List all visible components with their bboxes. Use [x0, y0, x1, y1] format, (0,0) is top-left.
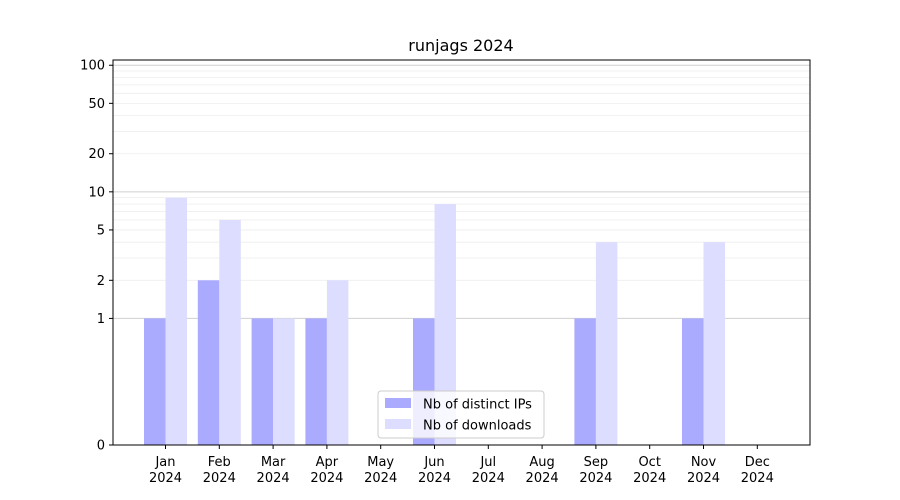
bar-distinct-ips [251, 318, 274, 445]
x-tick-label-year: 2024 [633, 471, 666, 486]
x-tick-label-year: 2024 [310, 471, 343, 486]
x-tick-label-month: Jul [479, 455, 496, 470]
legend-label-distinct-ips: Nb of distinct IPs [423, 398, 532, 413]
y-tick-label: 5 [97, 223, 105, 238]
bar-downloads [326, 280, 349, 445]
bar-downloads [703, 242, 725, 445]
x-tick-label-month: Mar [261, 455, 286, 470]
bar-downloads [595, 242, 618, 445]
legend-label-downloads: Nb of downloads [423, 419, 532, 434]
chart-title: runjags 2024 [408, 36, 513, 55]
bar-downloads [273, 318, 295, 445]
x-tick-label-month: Feb [208, 455, 231, 470]
y-tick-label: 20 [88, 147, 105, 162]
x-tick-label-month: Apr [316, 455, 339, 470]
x-axis: Jan2024Feb2024Mar2024Apr2024May2024Jun20… [149, 445, 774, 486]
y-tick-label: 0 [97, 439, 105, 454]
y-axis: 0 1 2 5 10 20 50 100 [80, 59, 113, 454]
bar-downloads [434, 204, 456, 445]
bar-distinct-ips [574, 318, 596, 445]
x-tick-label-month: Dec [745, 455, 770, 470]
bar-downloads [165, 197, 187, 445]
x-tick-label-month: Jun [423, 455, 444, 470]
x-tick-label-month: Nov [691, 455, 717, 470]
x-tick-label-month: Jan [154, 455, 175, 470]
x-tick-label-year: 2024 [149, 471, 182, 486]
x-tick-label-month: Aug [529, 455, 554, 470]
y-tick-label: 100 [80, 59, 105, 74]
legend-swatch-downloads [385, 419, 411, 429]
y-tick-label: 50 [88, 97, 105, 112]
x-tick-label-year: 2024 [257, 471, 290, 486]
x-tick-label-year: 2024 [526, 471, 559, 486]
x-tick-label-year: 2024 [418, 471, 451, 486]
x-tick-label-year: 2024 [203, 471, 236, 486]
plot-frame [112, 59, 811, 446]
bar-distinct-ips [305, 318, 327, 445]
bar-distinct-ips [682, 318, 704, 445]
x-tick-label-year: 2024 [364, 471, 397, 486]
x-tick-label-month: Oct [638, 455, 660, 470]
y-tick-label: 1 [97, 312, 105, 327]
y-tick-label: 2 [97, 274, 105, 289]
x-tick-label-month: May [367, 455, 394, 470]
y-tick-label: 10 [88, 185, 105, 200]
legend-swatch-distinct-ips [385, 398, 411, 408]
bar-downloads [219, 219, 241, 445]
x-tick-label-year: 2024 [472, 471, 505, 486]
bars [144, 197, 725, 445]
bar-distinct-ips [197, 280, 220, 445]
bar-distinct-ips [144, 318, 166, 445]
legend: Nb of distinct IPs Nb of downloads [377, 390, 545, 439]
legend-box [377, 390, 545, 439]
x-tick-label-month: Sep [584, 455, 609, 470]
x-tick-label-year: 2024 [579, 471, 612, 486]
x-tick-label-year: 2024 [687, 471, 720, 486]
x-tick-label-year: 2024 [741, 471, 774, 486]
